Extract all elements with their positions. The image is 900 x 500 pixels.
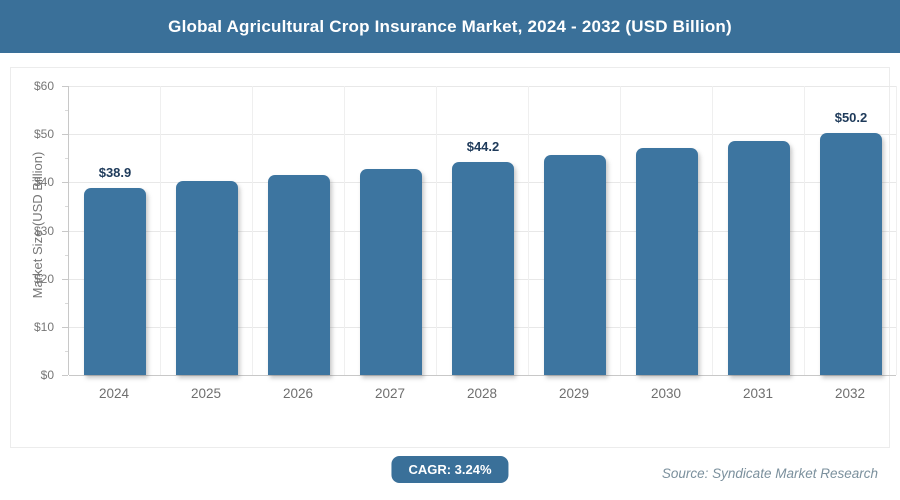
x-axis-labels: 2024 2025 2026 2027 2028 2029 2030 2031 2032: [68, 386, 896, 404]
x-gridline: [160, 86, 161, 375]
x-tick-label: 2026: [282, 386, 314, 401]
x-gridline: [436, 86, 437, 375]
x-gridline: [528, 86, 529, 375]
y-gridline: [69, 86, 896, 87]
y-gridline: [69, 375, 896, 376]
bar-value-label: $44.2: [466, 139, 500, 155]
cagr-badge: CAGR: 3.24%: [391, 456, 509, 483]
y-tick-label: $30: [33, 223, 54, 238]
bar-2030[interactable]: [636, 148, 698, 375]
y-gridline: [69, 134, 896, 136]
bar-2026[interactable]: [268, 175, 330, 375]
y-tick-mark: [62, 134, 68, 136]
x-gridline: [252, 86, 253, 375]
y-minor-tick-mark: [65, 206, 68, 208]
x-tick-label: 2024: [98, 386, 130, 401]
y-tick-mark: [62, 278, 68, 280]
y-tick-label: $50: [33, 127, 54, 142]
plot-area: $38.9 $44.2 $50.2: [68, 86, 897, 376]
y-tick-label: $60: [33, 79, 54, 93]
x-gridline: [804, 86, 805, 375]
y-tick-mark: [62, 326, 68, 328]
x-gridline: [896, 86, 897, 375]
source-text: Source: Syndicate Market Research: [661, 466, 878, 481]
bar-2025[interactable]: [176, 181, 238, 375]
x-tick-label: 2029: [558, 386, 590, 401]
chart-panel: Market Size (USD Billion) $0 $10 $20 $30 $40…: [10, 67, 897, 448]
y-tick-label: $40: [33, 175, 54, 190]
y-tick-label: $0: [40, 368, 54, 382]
x-tick-label: 2027: [374, 386, 406, 401]
chart-title-bar: Global Agricultural Crop Insurance Marke…: [0, 0, 900, 53]
x-tick-label: 2032: [834, 386, 866, 401]
y-axis: $0 $10 $20 $30 $40 $50 $60: [11, 79, 68, 382]
bar-2027[interactable]: [360, 168, 422, 375]
y-tick-mark: [62, 375, 68, 376]
y-minor-tick-mark: [65, 302, 68, 304]
x-tick-label: 2025: [190, 386, 222, 401]
chart-title: Global Agricultural Crop Insurance Marke…: [168, 16, 732, 36]
bar-2032[interactable]: [820, 133, 882, 375]
bar-2024[interactable]: [84, 187, 146, 375]
bar-2028[interactable]: [452, 162, 514, 375]
y-tick-label: $20: [33, 271, 54, 286]
x-gridline: [620, 86, 621, 375]
bar-2029[interactable]: [544, 155, 606, 375]
y-minor-tick-mark: [65, 254, 68, 256]
y-tick-label: $10: [33, 319, 54, 334]
y-tick-mark: [62, 182, 68, 184]
x-tick-label: 2030: [650, 386, 682, 401]
y-minor-tick-mark: [65, 110, 68, 112]
x-gridline: [712, 86, 713, 375]
bar-value-label: $50.2: [834, 110, 868, 126]
y-minor-tick-mark: [65, 158, 68, 160]
y-tick-mark: [62, 230, 68, 232]
y-minor-tick-mark: [65, 350, 68, 352]
bar-2031[interactable]: [728, 140, 790, 375]
x-tick-label: 2031: [742, 386, 774, 401]
y-tick-mark: [62, 86, 68, 87]
bar-value-label: $38.9: [98, 164, 132, 180]
x-tick-label: 2028: [466, 386, 498, 401]
x-gridline: [344, 86, 345, 375]
